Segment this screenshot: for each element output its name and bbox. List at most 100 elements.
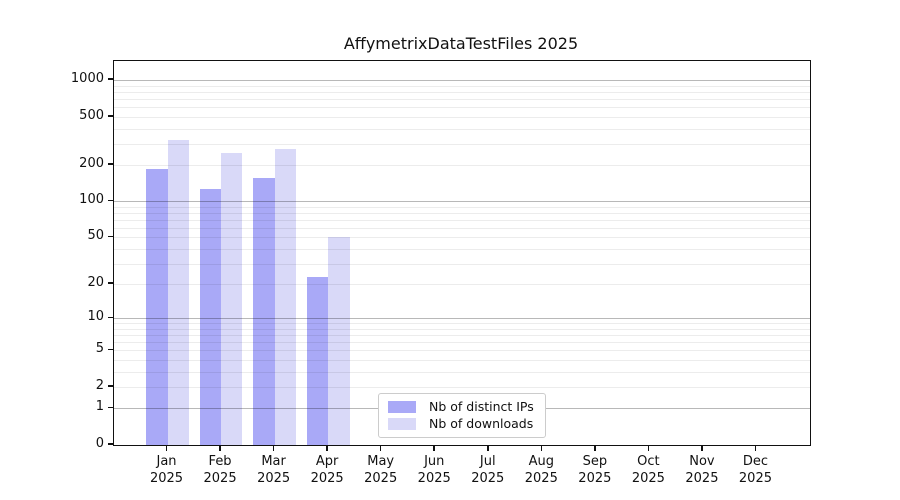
y-tick-100 [108,199,113,202]
y-tick-label-2: 2 [95,377,104,393]
gridline-30 [114,263,810,265]
x-tick-year-jun: 2025 [417,471,451,486]
x-tick-year-oct: 2025 [631,471,665,486]
gridline-40 [114,248,810,250]
legend-label-distinct-ips: Nb of distinct IPs [429,399,534,414]
x-tick-label-mar: Mar 2025 [244,453,304,487]
y-tick-1 [108,406,113,409]
x-tick-year-feb: 2025 [203,471,237,486]
y-tick-0 [108,443,113,445]
x-tick-apr [326,445,328,451]
bar-mar-ips [253,177,275,445]
chart-title: AffymetrixDataTestFiles 2025 [343,34,579,53]
gridline-5 [114,350,810,352]
x-tick-jan [165,445,168,451]
y-tick-1000 [108,78,113,81]
gridline-500 [114,116,810,118]
bar-jan-ips [146,169,168,445]
legend: Nb of distinct IPs Nb of downloads [378,393,546,438]
plot-area [113,60,811,446]
gridline-80 [114,212,810,214]
x-tick-label-aug: Aug 2025 [511,453,571,487]
x-tick-jul [486,445,489,451]
x-tick-year-jan: 2025 [149,471,184,486]
bar-apr-downloads [328,237,350,445]
gridline-400 [114,128,810,130]
gridline-800 [114,92,810,93]
x-tick-label-jan: Jan 2025 [137,453,197,487]
x-tick-label-dec: Dec 2025 [725,453,785,487]
legend-swatch-distinct-ips [388,401,416,413]
x-tick-year-jul: 2025 [471,471,505,486]
x-tick-label-oct: Oct 2025 [618,453,678,487]
gridline-90 [114,206,810,208]
x-tick-year-dec: 2025 [738,471,772,486]
x-tick-year-aug: 2025 [524,471,558,486]
y-tick-label-200: 200 [79,155,104,171]
y-tick-2 [108,385,113,387]
y-tick-label-10: 10 [87,309,104,325]
x-tick-sep [594,445,596,451]
x-tick-dec [754,445,757,451]
x-tick-feb [219,445,221,451]
x-tick-mar [272,445,275,451]
bars-layer [114,61,810,445]
x-tick-year-may: 2025 [364,471,398,486]
legend-item-downloads: Nb of downloads [388,416,536,432]
gridline-50 [114,237,810,239]
grid-layer [114,61,810,445]
gridline-1000 [114,80,810,82]
legend-swatch-downloads [388,418,416,430]
gridline-200 [114,164,810,166]
gridline-8 [114,328,810,330]
gridline-600 [114,107,810,109]
x-tick-jun [433,445,436,451]
gridline-2 [114,386,810,388]
gridline-300 [114,143,810,145]
y-tick-label-20: 20 [87,275,104,291]
x-tick-label-jul: Jul 2025 [458,453,518,487]
y-tick-label-500: 500 [79,107,104,123]
x-tick-oct [647,445,650,451]
x-tick-label-sep: Sep 2025 [565,453,625,487]
x-tick-year-apr: 2025 [310,471,344,486]
bar-feb-ips [199,189,222,445]
gridline-60 [114,227,810,229]
x-tick-may [379,445,382,451]
gridline-3 [114,371,810,373]
gridline-10 [114,318,810,320]
gridline-700 [114,99,810,101]
bar-apr-ips [306,277,329,445]
y-tick-label-0: 0 [95,436,104,451]
bar-feb-downloads [221,152,243,445]
x-tick-aug [540,445,543,451]
x-tick-label-feb: Feb 2025 [190,453,250,487]
gridline-900 [114,85,810,87]
gridline-4 [114,360,810,362]
gridline-9 [114,323,810,325]
legend-label-downloads: Nb of downloads [429,416,534,431]
y-tick-label-1: 1 [95,399,104,415]
y-tick-50 [108,235,113,238]
gridline-70 [114,219,810,221]
y-tick-500 [108,114,113,117]
y-tick-label-50: 50 [87,228,104,244]
gridline-100 [114,201,810,203]
y-tick-200 [108,163,113,165]
y-tick-20 [108,282,113,285]
x-tick-label-may: May 2025 [351,453,411,487]
y-tick-label-1000: 1000 [70,71,104,87]
y-tick-label-100: 100 [79,192,104,208]
x-tick-nov [701,445,703,451]
x-tick-label-apr: Apr 2025 [297,453,357,487]
x-tick-year-sep: 2025 [578,471,612,486]
x-tick-label-nov: Nov 2025 [672,453,732,487]
y-tick-10 [108,316,113,319]
gridline-7 [114,335,810,337]
y-tick-5 [108,348,113,351]
bar-mar-downloads [274,148,297,445]
x-tick-year-mar: 2025 [257,471,291,486]
gridline-20 [114,284,810,286]
gridline-6 [114,342,810,344]
